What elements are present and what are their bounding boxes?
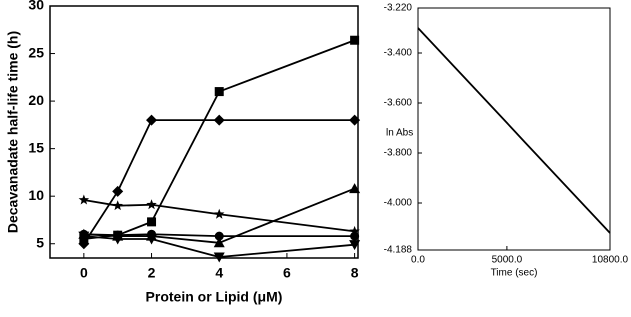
marker (213, 208, 225, 219)
y-tick-label: 20 (28, 92, 44, 108)
marker (213, 114, 225, 126)
marker (112, 200, 123, 211)
marker (349, 114, 361, 126)
marker (147, 217, 157, 227)
series-line (83, 119, 355, 245)
marker (349, 225, 360, 236)
y-tick-label: -4.000 (384, 198, 413, 209)
y-axis-label: Decavanadate half-life time (h) (5, 31, 21, 233)
x-tick-label: 4 (215, 265, 223, 281)
plot-frame (417, 7, 611, 251)
y-tick-label: 15 (28, 139, 44, 155)
marker (213, 252, 225, 263)
marker (214, 231, 224, 241)
marker (78, 238, 90, 250)
y-tick-label: -3.600 (384, 98, 413, 109)
marker (349, 183, 361, 194)
series-line (417, 27, 611, 234)
marker (146, 199, 157, 210)
x-tick-label: 5000.0 (492, 255, 523, 266)
marker (78, 194, 90, 205)
marker (78, 231, 90, 242)
x-axis-label: Protein or Lipid (μM) (146, 289, 283, 305)
x-tick-label: 0.0 (411, 255, 425, 266)
marker (146, 114, 158, 126)
y-tick-label: 30 (28, 0, 44, 13)
x-tick-label: 6 (283, 265, 291, 281)
y-tick-label: -3.800 (384, 148, 413, 159)
marker (350, 231, 360, 241)
x-tick-label: 0 (80, 265, 88, 281)
x-tick-label: 10800.0 (592, 255, 629, 266)
plot-frame (49, 5, 359, 259)
y-tick-label: 25 (28, 44, 44, 60)
marker (349, 240, 361, 251)
y-tick-label: 5 (36, 234, 44, 250)
y-tick-label: 10 (28, 187, 44, 203)
marker (112, 234, 124, 245)
x-axis-label: Time (sec) (491, 268, 538, 279)
y-tick-label: -3.220 (384, 3, 413, 14)
x-tick-label: 2 (148, 265, 156, 281)
marker (214, 87, 224, 97)
y-tick-label: -3.400 (384, 48, 413, 59)
y-axis-label: ln Abs (386, 128, 413, 139)
marker (213, 237, 225, 248)
marker (350, 35, 360, 45)
y-tick-label: -4.188 (384, 245, 413, 256)
marker (146, 234, 158, 245)
x-tick-label: 8 (351, 265, 359, 281)
marker (112, 185, 124, 197)
